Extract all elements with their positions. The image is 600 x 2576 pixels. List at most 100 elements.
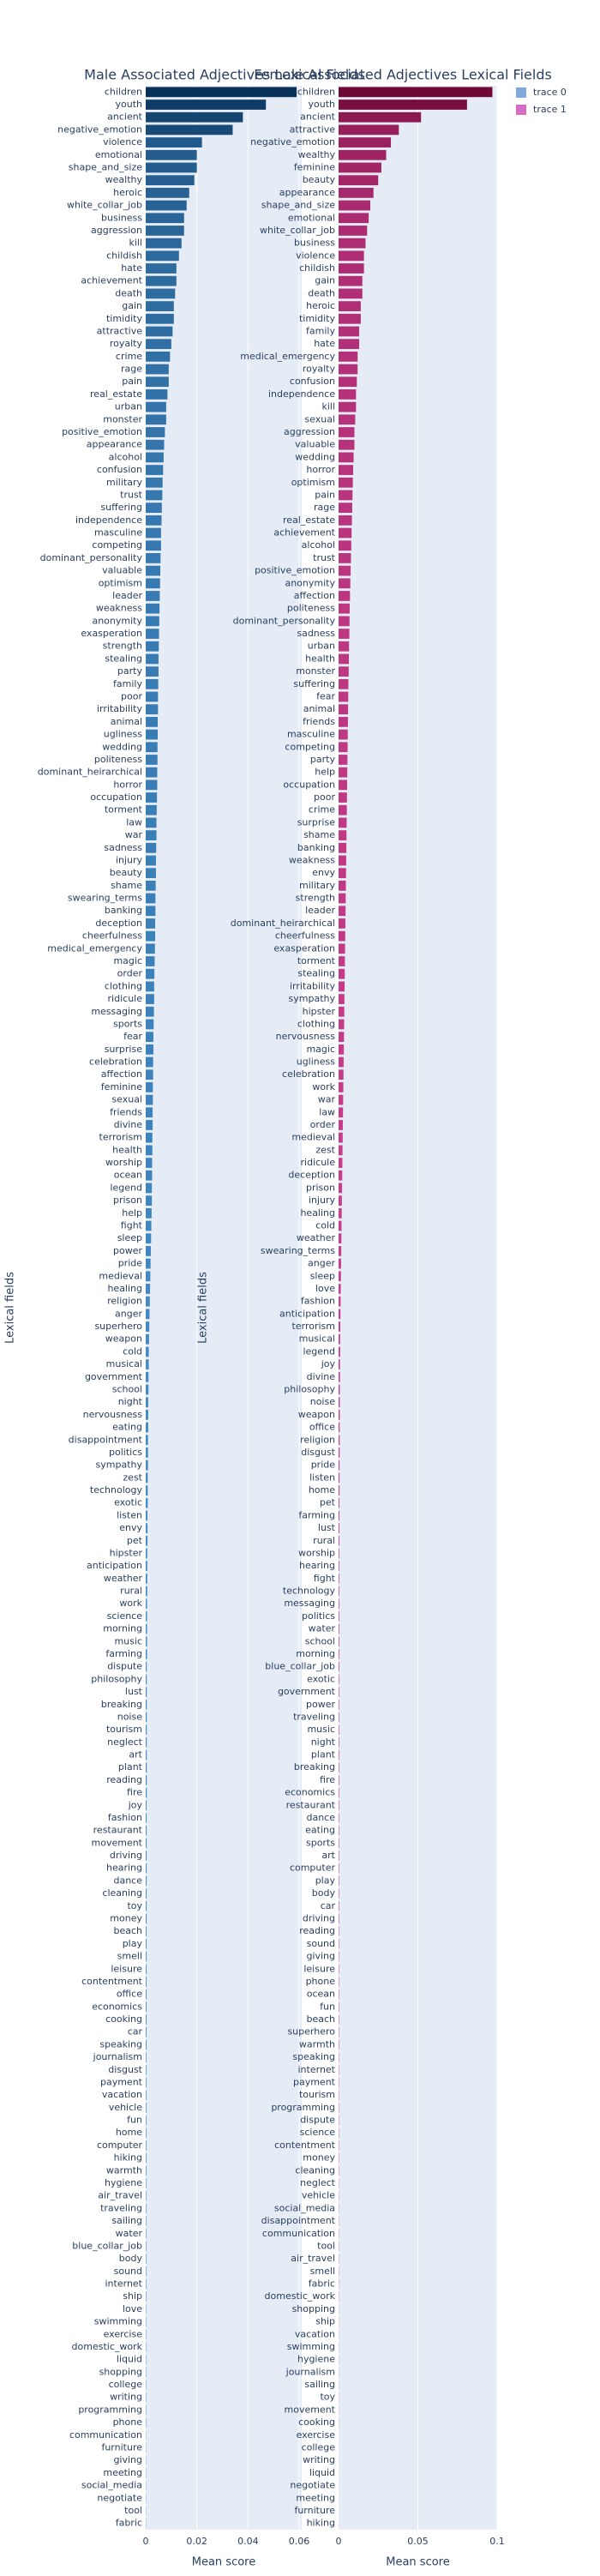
bar: [339, 175, 378, 185]
y-tick-label: science: [107, 1610, 143, 1622]
bar: [146, 969, 154, 979]
bar: [339, 742, 348, 752]
bar: [339, 491, 352, 501]
bar: [146, 1334, 149, 1345]
bar: [146, 125, 232, 135]
bar: [146, 1472, 147, 1483]
y-tick-label: cooking: [298, 2417, 335, 2428]
bar: [339, 679, 348, 689]
y-tick-label: party: [117, 665, 143, 677]
y-tick-label: negotiate: [290, 2480, 335, 2491]
y-tick-label: medical_emergency: [240, 351, 335, 362]
y-tick-label: sailing: [304, 2379, 335, 2390]
y-tick-label: listen: [117, 1509, 142, 1520]
bar: [146, 2242, 147, 2252]
bar: [339, 591, 350, 601]
y-tick-label: appearance: [279, 187, 335, 198]
bar: [339, 1032, 344, 1042]
y-tick-label: monster: [103, 413, 142, 424]
y-tick-label: health: [305, 653, 335, 664]
bar: [146, 918, 155, 929]
y-tick-label: hearing: [299, 1560, 335, 1571]
y-tick-label: domestic_work: [265, 2290, 336, 2302]
y-tick-label: help: [315, 767, 335, 778]
bar: [146, 692, 158, 702]
y-tick-label: disgust: [108, 2064, 142, 2075]
y-tick-label: shame: [111, 880, 142, 891]
y-tick-label: messaging: [284, 1598, 335, 1609]
bar: [339, 414, 355, 424]
y-tick-label: magic: [306, 1044, 335, 1055]
bar: [146, 465, 163, 475]
bar: [339, 1133, 343, 1143]
y-tick-label: school: [305, 1635, 335, 1646]
y-tick-label: sympathy: [96, 1460, 143, 1471]
y-tick-label: power: [113, 1245, 142, 1256]
y-tick-label: friends: [110, 1106, 142, 1117]
bar: [339, 943, 345, 954]
y-tick-label: philosophy: [91, 1673, 142, 1684]
y-tick-label: valuable: [295, 439, 335, 450]
bar: [339, 201, 370, 211]
y-tick-label: ocean: [307, 1989, 335, 2000]
y-tick-label: irritability: [97, 703, 142, 714]
y-tick-label: eating: [305, 1825, 335, 1836]
y-tick-label: shape_and_size: [261, 200, 335, 211]
y-tick-label: party: [310, 754, 336, 765]
bar: [339, 238, 365, 249]
y-tick-label: communication: [69, 2429, 142, 2441]
y-tick-label: stealing: [105, 653, 142, 664]
bar: [339, 1221, 342, 1231]
bar: [339, 654, 349, 665]
y-tick-label: fight: [314, 1573, 336, 1584]
y-tick-label: real_estate: [283, 515, 335, 526]
y-tick-label: night: [311, 1736, 336, 1748]
y-tick-label: programming: [271, 2102, 335, 2113]
bar: [146, 1675, 147, 1685]
bar: [146, 1863, 147, 1874]
bar: [146, 540, 161, 551]
bar: [146, 188, 189, 198]
y-tick-label: economics: [92, 2001, 142, 2012]
y-tick-label: social_media: [81, 2480, 142, 2491]
y-tick-label: politics: [109, 1447, 142, 1458]
y-tick-label: clothing: [105, 980, 142, 991]
bar: [339, 478, 353, 488]
y-tick-label: ancient: [300, 111, 336, 123]
y-tick-label: vehicle: [109, 2102, 142, 2113]
bar: [146, 276, 177, 286]
y-tick-label: fire: [320, 1774, 335, 1785]
bar: [339, 641, 349, 652]
bar: [146, 1107, 153, 1117]
y-tick-label: speaking: [292, 2051, 335, 2062]
y-tick-label: phone: [113, 2417, 143, 2428]
y-tick-label: independence: [75, 515, 142, 526]
y-tick-label: rage: [314, 502, 335, 513]
y-tick-label: furniture: [294, 2505, 335, 2516]
y-tick-label: zest: [123, 1472, 142, 1483]
y-tick-label: poor: [121, 691, 142, 702]
y-tick-label: ship: [123, 2290, 142, 2302]
y-tick-label: body: [312, 1887, 336, 1899]
bar: [339, 352, 357, 362]
bar: [146, 2052, 147, 2062]
bar: [146, 2254, 147, 2264]
y-tick-label: suffering: [293, 678, 335, 689]
x-tick-label: 0.04: [237, 2536, 259, 2547]
y-tick-label: war: [125, 829, 143, 840]
bar: [146, 1321, 149, 1332]
y-tick-label: lust: [318, 1522, 336, 1533]
x-tick-label: 0: [336, 2536, 342, 2547]
y-tick-label: music: [114, 1635, 142, 1646]
y-tick-label: sympathy: [289, 993, 336, 1004]
bar: [146, 956, 154, 966]
y-tick-label: neglect: [300, 2177, 336, 2188]
bar: [146, 1662, 147, 1672]
bar: [146, 1649, 147, 1659]
bar: [339, 163, 381, 173]
y-tick-label: love: [315, 1283, 335, 1294]
y-tick-label: royalty: [303, 364, 336, 375]
bar: [146, 2204, 147, 2214]
bar: [339, 616, 350, 626]
bar: [146, 1561, 147, 1571]
